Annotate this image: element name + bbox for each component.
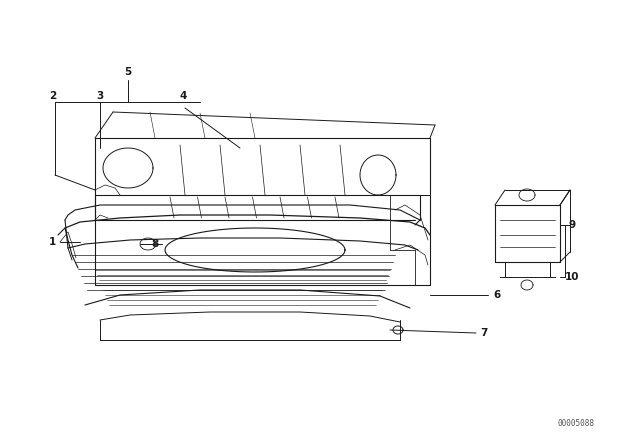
Text: 00005088: 00005088 (558, 419, 595, 428)
Text: 10: 10 (564, 272, 579, 282)
Text: 7: 7 (480, 328, 488, 338)
Text: 9: 9 (568, 220, 575, 230)
Text: 4: 4 (179, 91, 187, 101)
Text: 3: 3 (97, 91, 104, 101)
Text: 5: 5 (124, 67, 132, 77)
Text: 2: 2 (49, 91, 56, 101)
Text: 6: 6 (493, 290, 500, 300)
Text: 1: 1 (49, 237, 56, 247)
Text: 8: 8 (152, 239, 159, 249)
